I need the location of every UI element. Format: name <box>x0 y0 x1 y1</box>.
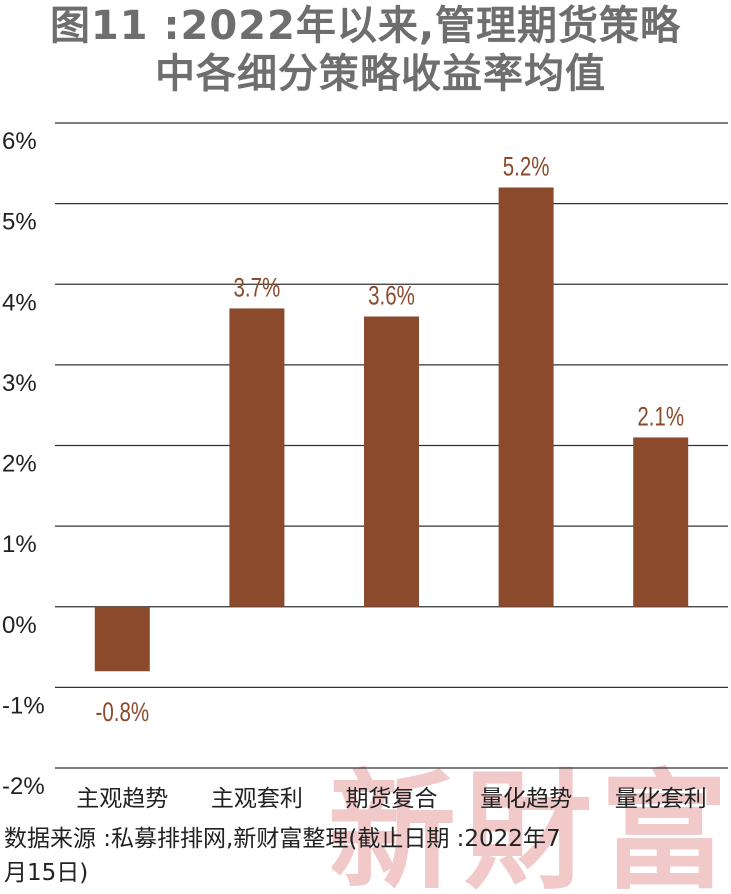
data-label-3: 5.2% <box>503 152 550 182</box>
bar-0 <box>94 606 150 672</box>
y-tick-label: 5% <box>2 209 37 236</box>
data-label-2: 3.6% <box>368 281 415 311</box>
data-label-1: 3.7% <box>234 273 281 303</box>
chart-title-line-2: 中各细分策略收益率均值 <box>155 51 606 97</box>
bar-2 <box>364 316 419 607</box>
bars <box>94 187 689 672</box>
y-tick-label: 6% <box>2 128 37 155</box>
y-tick-label: 4% <box>2 289 37 316</box>
y-tick-label: 0% <box>2 612 37 639</box>
data-labels: -0.8% 3.7% 3.6% 5.2% 2.1% <box>96 152 685 728</box>
data-label-4: 2.1% <box>637 402 684 432</box>
bar-3 <box>498 187 554 607</box>
x-tick-label-0: 主观趋势 <box>76 786 168 812</box>
y-tick-label: -2% <box>2 773 45 800</box>
source-note-line-1: 数据来源 :私募排排网,新财富整理(截止日期 :2022年7 <box>4 826 561 852</box>
bar-1 <box>229 308 285 607</box>
x-tick-label-1: 主观套利 <box>211 786 303 812</box>
x-tick-label-4: 量化套利 <box>615 786 707 812</box>
y-tick-label: 1% <box>2 531 37 558</box>
y-tick-label: -1% <box>2 692 45 719</box>
y-tick-label: 2% <box>2 451 37 478</box>
source-note-line-2: 月15日) <box>4 860 89 886</box>
chart-title-line-1: 图11 :2022年以来,管理期货策略 <box>49 3 682 49</box>
x-tick-label-2: 期货复合 <box>346 786 438 812</box>
bar-4 <box>633 437 689 607</box>
x-axis-ticks: 主观趋势 主观套利 期货复合 量化趋势 量化套利 <box>76 786 706 812</box>
x-tick-label-3: 量化趋势 <box>480 786 572 812</box>
y-tick-label: 3% <box>2 370 37 397</box>
y-axis-ticks: 6% 5% 4% 3% 2% 1% 0% -1% -2% <box>2 128 45 800</box>
data-label-0: -0.8% <box>96 698 150 728</box>
